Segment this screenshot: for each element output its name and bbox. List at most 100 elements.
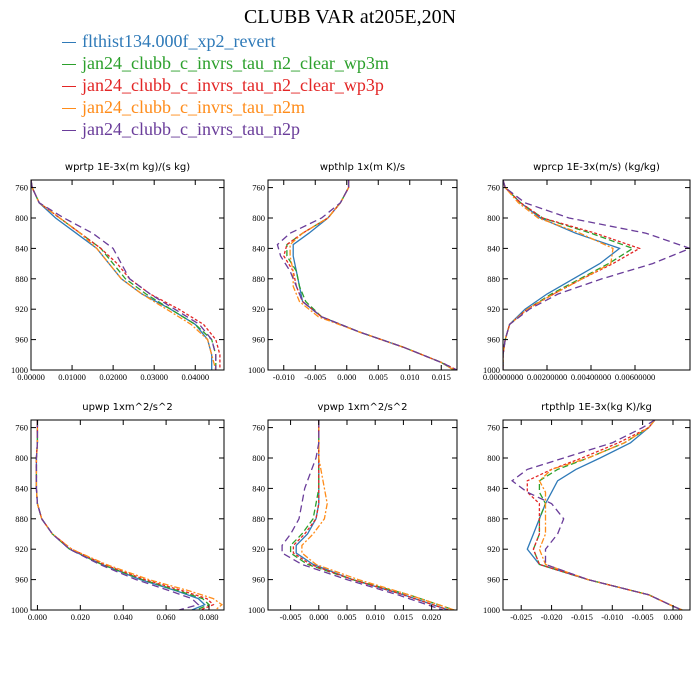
- y-tick-label: 1000: [11, 365, 28, 375]
- panel-title: rtpthlp 1E-3x(kg K)/kg: [541, 402, 652, 413]
- series-line: [503, 180, 641, 370]
- series-line: [31, 180, 217, 370]
- series-line: [31, 180, 221, 370]
- x-tick-label: 0.000: [309, 612, 328, 622]
- plot-frame: [30, 419, 225, 611]
- x-tick-label: 0.080: [199, 612, 218, 622]
- x-tick-label: -0.010: [601, 612, 623, 622]
- x-tick-label: 0.010: [400, 372, 419, 382]
- y-tick-label: 800: [252, 453, 265, 463]
- plot-frame: [30, 179, 225, 371]
- series-line: [35, 420, 223, 610]
- y-tick-label: 960: [15, 335, 28, 345]
- legend-swatch: [62, 107, 76, 109]
- plot-frame: [502, 419, 691, 611]
- series-group: [35, 420, 223, 610]
- series-line: [283, 180, 457, 370]
- y-tick-label: 920: [15, 544, 28, 554]
- x-tick-label: 0.01000: [58, 372, 86, 382]
- y-tick-label: 800: [15, 213, 28, 223]
- legend-entry: jan24_clubb_c_invrs_tau_n2p: [62, 118, 389, 140]
- y-tick-label: 920: [15, 304, 28, 314]
- x-tick-label: 0.00600000: [615, 372, 655, 382]
- x-tick-label: 0.00200000: [527, 372, 567, 382]
- y-tick-label: 1000: [483, 605, 500, 615]
- y-tick-label: 960: [487, 575, 500, 585]
- y-tick-label: 840: [15, 483, 28, 493]
- y-tick-label: 800: [487, 453, 500, 463]
- series-group: [281, 420, 455, 610]
- x-tick-label: 0.00400000: [571, 372, 611, 382]
- legend-label: jan24_clubb_c_invrs_tau_n2_clear_wp3p: [82, 75, 384, 95]
- legend-label: jan24_clubb_c_invrs_tau_n2m: [82, 97, 305, 117]
- legend-entry: jan24_clubb_c_invrs_tau_n2_clear_wp3p: [62, 74, 389, 96]
- x-tick-label: 0.005: [337, 612, 356, 622]
- legend-label: jan24_clubb_c_invrs_tau_n2p: [82, 119, 300, 139]
- series-line: [35, 420, 215, 610]
- x-tick-label: 0.015: [432, 372, 451, 382]
- x-tick-label: 0.000: [337, 372, 356, 382]
- y-tick-label: 880: [15, 514, 28, 524]
- x-tick-label: 0.060: [157, 612, 176, 622]
- x-tick-label: 0.005: [369, 372, 388, 382]
- chart-panel: wpthlp 1x(m K)/s -0.010 -0.005 0.000 0.005 0.…: [248, 162, 458, 382]
- legend-entry: jan24_clubb_c_invrs_tau_n2_clear_wp3m: [62, 52, 389, 74]
- series-group: [31, 180, 221, 370]
- series-line: [292, 420, 449, 610]
- y-tick-label: 760: [487, 423, 500, 433]
- y-tick-label: 840: [487, 243, 500, 253]
- series-line: [35, 420, 200, 610]
- x-tick-label: -0.010: [273, 372, 295, 382]
- y-tick-label: 920: [252, 544, 265, 554]
- series-line: [532, 420, 683, 610]
- x-tick-label: -0.025: [510, 612, 532, 622]
- panel-title: wprtp 1E-3x(m kg)/(s kg): [65, 162, 190, 173]
- x-tick-label: 0.000: [663, 612, 682, 622]
- series-group: [503, 180, 690, 370]
- series-group: [511, 420, 683, 610]
- legend-entry: jan24_clubb_c_invrs_tau_n2m: [62, 96, 389, 118]
- y-tick-label: 800: [252, 213, 265, 223]
- x-tick-label: -0.020: [541, 612, 563, 622]
- legend-swatch: [62, 85, 76, 87]
- legend-label: flthist134.000f_xp2_revert: [82, 31, 276, 51]
- y-tick-label: 960: [252, 575, 265, 585]
- y-tick-label: 760: [252, 423, 265, 433]
- panel-title: vpwp 1xm^2/s^2: [317, 402, 407, 413]
- series-line: [511, 420, 683, 610]
- x-tick-label: 0.00000000: [483, 372, 523, 382]
- y-tick-label: 760: [252, 183, 265, 193]
- y-tick-label: 1000: [248, 605, 265, 615]
- series-line: [31, 180, 213, 370]
- panel-title: upwp 1xm^2/s^2: [82, 402, 172, 413]
- series-line: [301, 420, 455, 610]
- y-tick-label: 880: [252, 274, 265, 284]
- series-line: [31, 180, 217, 370]
- y-tick-label: 840: [252, 243, 265, 253]
- panel-title: wprcp 1E-3x(m/s) (kg/kg): [533, 162, 660, 173]
- series-group: [276, 180, 457, 370]
- y-tick-label: 800: [15, 453, 28, 463]
- chart-panel: rtpthlp 1E-3x(kg K)/kg -0.025 -0.020 -0.015…: [483, 402, 691, 622]
- x-tick-label: 0.040: [114, 612, 133, 622]
- y-tick-label: 840: [487, 483, 500, 493]
- y-tick-label: 760: [15, 183, 28, 193]
- series-line: [538, 420, 683, 610]
- chart-panel: upwp 1xm^2/s^2 0.000 0.020 0.040 0.060 0.080 7…: [11, 402, 225, 622]
- panel-title: wpthlp 1x(m K)/s: [320, 162, 405, 173]
- y-tick-label: 880: [487, 514, 500, 524]
- legend-entry: flthist134.000f_xp2_revert: [62, 30, 389, 52]
- chart-panel: wprcp 1E-3x(m/s) (kg/kg) 0.00000000 0.0020…: [483, 162, 691, 382]
- series-line: [503, 180, 690, 370]
- y-tick-label: 880: [252, 514, 265, 524]
- y-tick-label: 1000: [483, 365, 500, 375]
- y-tick-label: 800: [487, 213, 500, 223]
- y-tick-label: 920: [487, 304, 500, 314]
- series-line: [276, 180, 457, 370]
- plot-frame: [267, 419, 458, 611]
- legend: flthist134.000f_xp2_revert jan24_clubb_c…: [62, 30, 389, 140]
- x-tick-label: 0.015: [394, 612, 413, 622]
- x-tick-label: -0.015: [571, 612, 593, 622]
- series-line: [35, 420, 211, 610]
- x-tick-label: 0.020: [422, 612, 441, 622]
